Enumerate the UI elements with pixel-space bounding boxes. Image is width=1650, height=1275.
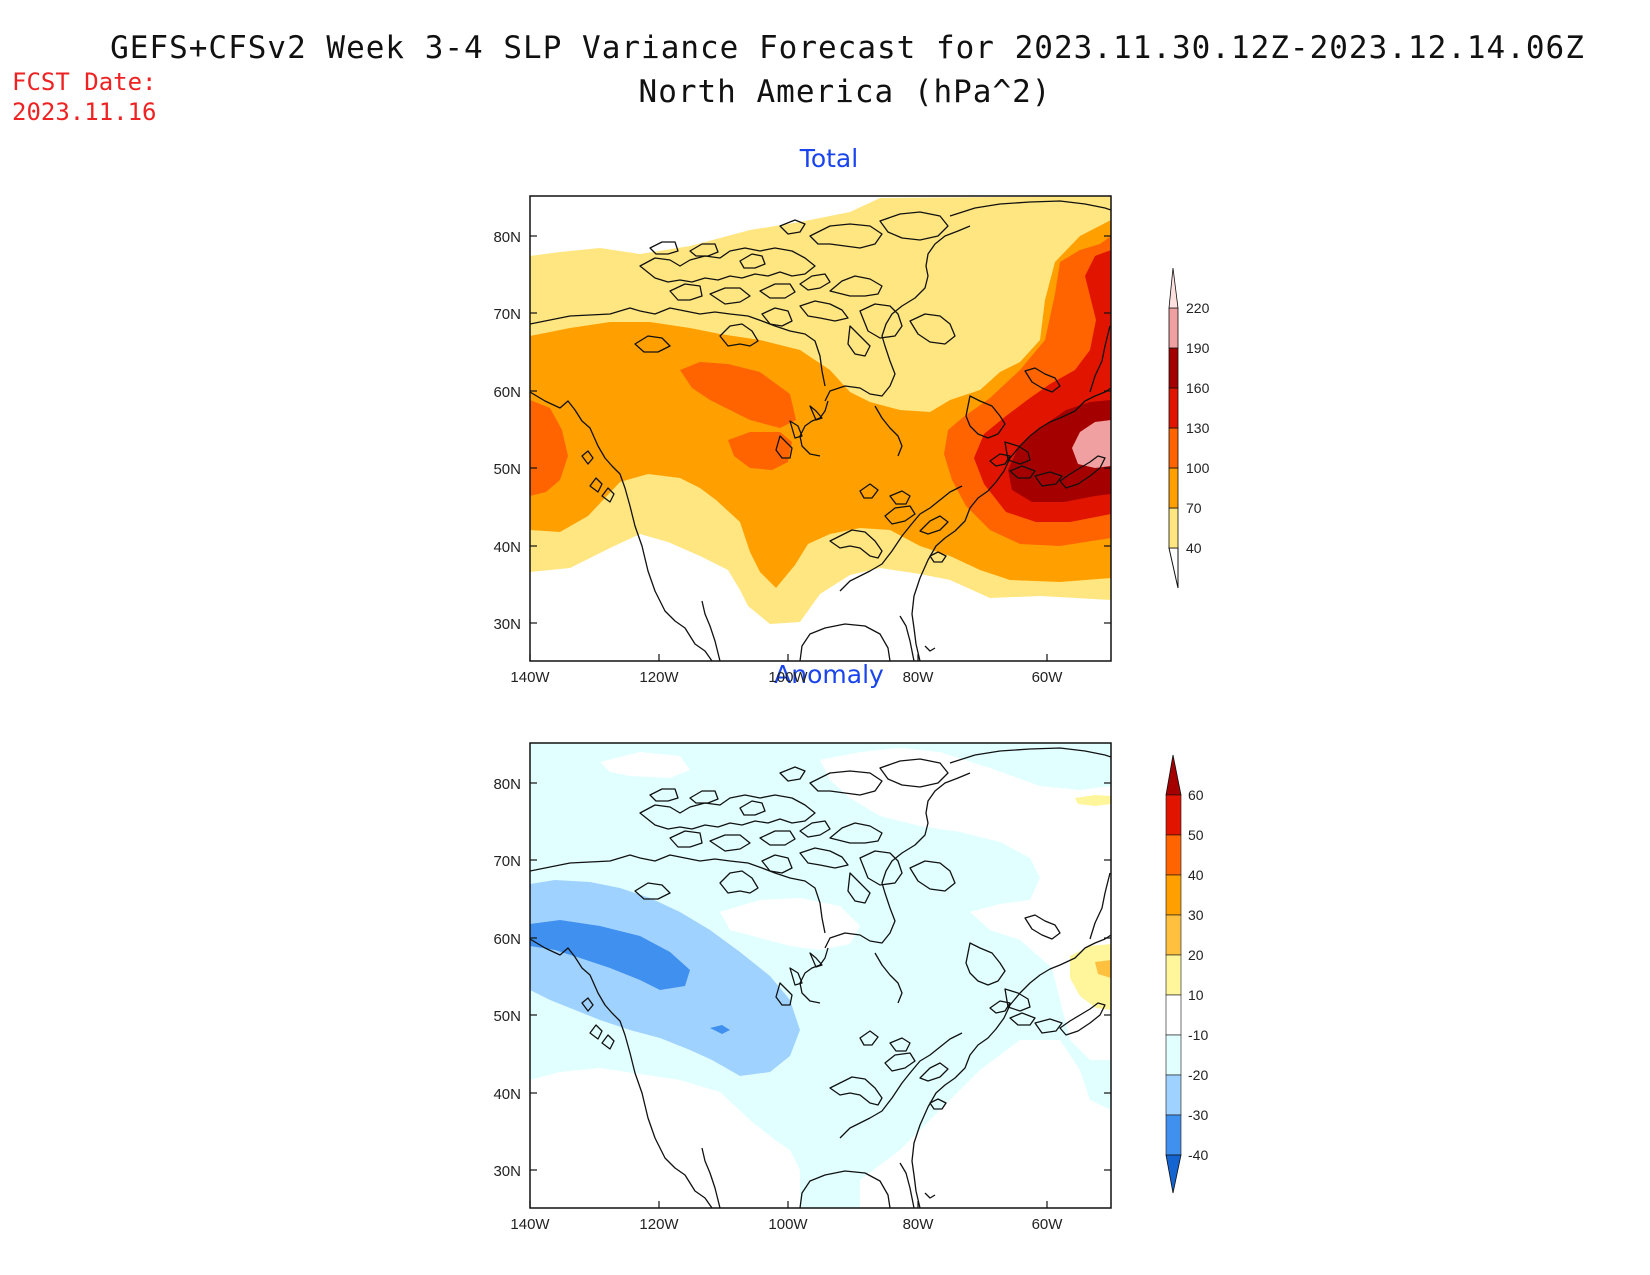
total-variance-map	[530, 196, 1111, 661]
anomaly-lat-tick-40n: 40N	[493, 1086, 521, 1103]
total-colorbar	[1168, 267, 1179, 589]
anomaly-map	[530, 743, 1111, 1208]
anomaly-colorbar	[1165, 754, 1182, 1194]
total-lon-tick-60w: 60W	[1032, 669, 1064, 686]
total-lon-tick-140w: 140W	[510, 669, 550, 686]
total-panel-title: Total	[799, 144, 859, 173]
anomaly-lon-tick-100w: 100W	[768, 1216, 808, 1233]
anomaly-cb-label-50: 50	[1188, 827, 1204, 843]
total-cb-label-70: 70	[1186, 500, 1202, 516]
anomaly-lat-tick-50n: 50N	[493, 1008, 521, 1025]
total-cb-label-130: 130	[1186, 420, 1210, 436]
total-lat-tick-50n: 50N	[493, 461, 521, 478]
total-lon-tick-80w: 80W	[903, 669, 935, 686]
anomaly-lon-tick-140w: 140W	[510, 1216, 550, 1233]
anomaly-cb-label-10: 10	[1188, 987, 1204, 1003]
total-lon-tick-100w: 100W	[768, 669, 808, 686]
anomaly-lon-tick-80w: 80W	[903, 1216, 935, 1233]
total-cb-label-40: 40	[1186, 540, 1202, 556]
total-cb-190-220	[1168, 307, 1179, 349]
anomaly-lon-tick-60w: 60W	[1032, 1216, 1064, 1233]
anomaly-cb-30-40	[1165, 874, 1182, 916]
total-cb-label-160: 160	[1186, 380, 1210, 396]
anomaly-lat-tick-80n: 80N	[493, 776, 521, 793]
anomaly-cb-label-m10: -10	[1188, 1027, 1208, 1043]
chart-title: GEFS+CFSv2 Week 3-4 SLP Variance Forecas…	[110, 30, 1585, 66]
total-lat-tick-60n: 60N	[493, 384, 521, 401]
anomaly-lon-tick-120w: 120W	[639, 1216, 679, 1233]
total-cb-label-220: 220	[1186, 300, 1210, 316]
total-lat-tick-80n: 80N	[493, 229, 521, 246]
total-cb-40-70	[1168, 507, 1179, 549]
anomaly-lat-tick-70n: 70N	[493, 853, 521, 870]
anomaly-panel-title: Anomaly	[774, 660, 884, 689]
anomaly-cb-label-m20: -20	[1188, 1067, 1208, 1083]
anomaly-cb-label-m40: -40	[1188, 1147, 1208, 1163]
anomaly-cb-label-40: 40	[1188, 867, 1204, 883]
anomaly-lat-tick-60n: 60N	[493, 931, 521, 948]
total-map-ticks	[529, 235, 1111, 661]
anomaly-cb-20-30	[1165, 914, 1182, 956]
forecast-date-label: FCST Date:	[12, 68, 157, 96]
total-lat-tick-40n: 40N	[493, 539, 521, 556]
total-lat-tick-70n: 70N	[493, 306, 521, 323]
total-cb-label-100: 100	[1186, 460, 1210, 476]
anomaly-map-ticks	[529, 782, 1111, 1208]
anomaly-cb-m30-m40	[1165, 1114, 1182, 1156]
forecast-date-value: 2023.11.16	[12, 98, 157, 126]
total-lat-tick-30n: 30N	[493, 616, 521, 633]
anomaly-cb-label-m30: -30	[1188, 1107, 1208, 1123]
total-map-frame	[529, 195, 1112, 662]
chart-subtitle: North America (hPa^2)	[638, 74, 1052, 110]
anomaly-cb-m10-m20	[1165, 1034, 1182, 1076]
anomaly-cb-label-60: 60	[1188, 787, 1204, 803]
total-cb-100-130	[1168, 427, 1179, 469]
total-cb-160-190	[1168, 347, 1179, 389]
anomaly-cb-40-50	[1165, 834, 1182, 876]
total-cb-label-190: 190	[1186, 340, 1210, 356]
total-cb-130-160	[1168, 387, 1179, 429]
total-lon-tick-120w: 120W	[639, 669, 679, 686]
anomaly-cb-label-20: 20	[1188, 947, 1204, 963]
anomaly-cb-m20-m30	[1165, 1074, 1182, 1116]
anomaly-cb-label-30: 30	[1188, 907, 1204, 923]
anomaly-cb-10-20	[1165, 954, 1182, 996]
anomaly-cb-50-60	[1165, 794, 1182, 836]
total-cb-70-100	[1168, 467, 1179, 509]
anomaly-lat-tick-30n: 30N	[493, 1163, 521, 1180]
anomaly-map-frame	[529, 742, 1112, 1209]
anomaly-cb-neutral	[1165, 994, 1182, 1036]
